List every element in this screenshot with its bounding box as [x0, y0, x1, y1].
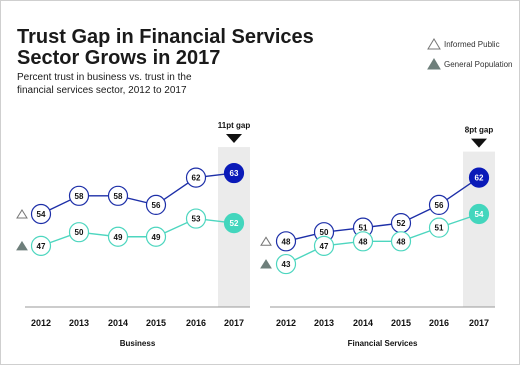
data-label: 43: [282, 260, 291, 269]
chart-subtitle: Percent trust in business vs. trust in t…: [17, 72, 267, 97]
data-label: 50: [75, 228, 84, 237]
callout-arrow-icon: [471, 138, 487, 148]
filled-triangle-icon: [427, 58, 441, 70]
gap-annotation: 11pt gap: [218, 121, 251, 130]
x-tick-label: 2017: [469, 318, 489, 328]
data-label: 62: [192, 174, 201, 183]
data-label: 48: [359, 237, 368, 246]
data-label: 63: [230, 169, 239, 178]
data-label: 47: [320, 242, 329, 251]
data-point: [223, 162, 245, 184]
x-tick-label: 2016: [186, 318, 206, 328]
x-tick-label: 2013: [69, 318, 89, 328]
data-point: [313, 235, 335, 256]
data-label: 58: [114, 192, 123, 201]
title-line-2: Sector Grows in 2017: [17, 47, 221, 69]
x-axis-title: Business: [120, 339, 156, 348]
data-label: 53: [192, 215, 201, 224]
data-label: 56: [435, 201, 444, 210]
data-label: 48: [397, 237, 406, 246]
data-point: [468, 203, 490, 225]
hollow-triangle-icon: [16, 209, 28, 219]
data-label: 52: [397, 219, 406, 228]
data-point: [68, 222, 90, 243]
x-tick-label: 2012: [276, 318, 296, 328]
subtitle-line-1: Percent trust in business vs. trust in t…: [17, 72, 192, 83]
filled-triangle-icon: [260, 259, 272, 269]
x-tick-label: 2017: [224, 318, 244, 328]
callout-arrow-icon: [226, 134, 242, 144]
data-point: [390, 231, 412, 252]
data-point: [145, 226, 167, 247]
filled-triangle-icon: [16, 240, 28, 251]
chart-title: Trust Gap in Financial Services Sector G…: [17, 27, 347, 69]
legend-label-general: General Population: [444, 60, 513, 69]
data-point: [185, 208, 207, 229]
data-point: [428, 194, 450, 215]
x-tick-label: 2013: [314, 318, 334, 328]
legend-label-informed: Informed Public: [444, 40, 500, 49]
panel-1: 11pt gap 2012 2013 2014 2015 2016 2017 Business…: [16, 121, 251, 348]
x-tick-label: 2014: [353, 318, 373, 328]
data-label: 51: [359, 224, 368, 233]
x-tick-label: 2015: [146, 318, 166, 328]
data-point: [145, 194, 167, 215]
x-tick-label: 2016: [429, 318, 449, 328]
data-point: [275, 253, 297, 275]
data-point: [352, 231, 374, 252]
data-point: [223, 213, 245, 234]
x-tick-label: 2014: [108, 318, 128, 328]
data-label: 50: [320, 228, 329, 237]
data-point: [107, 226, 129, 247]
data-point: [30, 235, 52, 256]
series-line: [285, 213, 480, 265]
panel-2: 8pt gap 2012 2013 2014 2015 2016 2017 Financial…: [260, 126, 495, 348]
data-label: 51: [435, 224, 444, 233]
hollow-triangle-icon: [260, 236, 272, 246]
data-label: 62: [475, 174, 484, 183]
hollow-triangle-icon: [427, 38, 441, 50]
data-point: [68, 185, 90, 206]
gap-annotation: 8pt gap: [465, 126, 494, 135]
data-point: [30, 203, 52, 225]
data-label: 49: [114, 233, 123, 242]
subtitle-line-2: financial services sector, 2012 to 2017: [17, 84, 187, 96]
data-label: 54: [475, 210, 484, 219]
data-point: [428, 217, 450, 238]
x-axis-title: Financial Services: [348, 339, 418, 348]
data-label: 49: [152, 233, 161, 242]
x-tick-label: 2012: [31, 318, 51, 328]
data-label: 56: [152, 201, 161, 210]
data-label: 52: [230, 219, 239, 228]
data-point: [107, 185, 129, 206]
x-tick-label: 2015: [391, 318, 411, 328]
data-label: 47: [37, 242, 46, 251]
data-label: 54: [37, 210, 46, 219]
data-label: 48: [282, 237, 291, 246]
data-point: [185, 167, 207, 188]
title-line-1: Trust Gap in Financial Services: [17, 26, 314, 48]
data-label: 58: [75, 192, 84, 201]
data-point: [468, 167, 490, 188]
data-point: [275, 231, 297, 252]
